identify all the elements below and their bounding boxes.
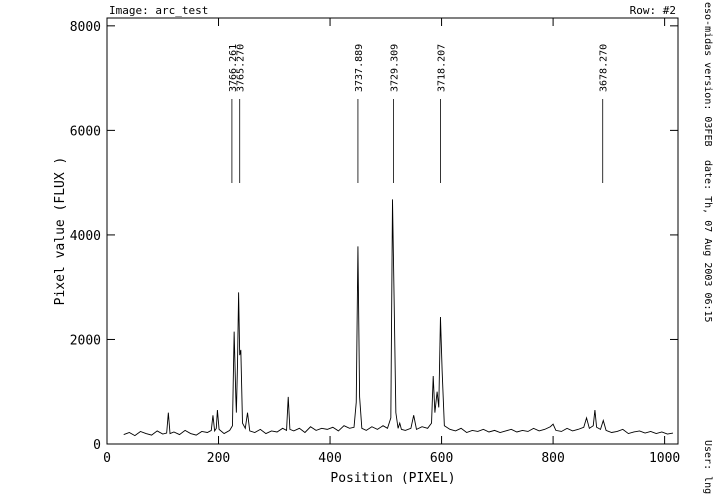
- y-tick-label: 4000: [70, 229, 101, 244]
- y-tick-label: 0: [93, 438, 101, 453]
- chart-title: Image: arc_test: [109, 4, 208, 17]
- x-axis-label: Position (PIXEL): [330, 471, 455, 486]
- line-id-label: 3718.207: [436, 44, 447, 92]
- y-tick-label: 6000: [70, 124, 101, 139]
- side-note: eso-midas version: 03FEB: [702, 2, 713, 147]
- x-tick-label: 800: [541, 451, 564, 466]
- line-id-label: 3766.261: [228, 44, 239, 92]
- line-id-label: 3737.889: [354, 44, 365, 92]
- x-tick-label: 1000: [649, 451, 680, 466]
- line-id-label: 3729.309: [390, 44, 401, 92]
- side-note: date: Th, 07 Aug 2003 06:15: [702, 160, 713, 323]
- chart-subtitle: Row: #2: [630, 4, 676, 17]
- y-tick-label: 2000: [70, 333, 101, 348]
- y-tick-label: 8000: [70, 20, 101, 35]
- spectrum-line: [123, 199, 674, 437]
- side-note: User: lng: [702, 440, 713, 494]
- plot-frame: [106, 17, 679, 445]
- x-tick-label: 400: [318, 451, 341, 466]
- x-tick-label: 600: [430, 451, 453, 466]
- line-id-label: 3765.270: [236, 44, 247, 92]
- line-id-label: 3678.270: [599, 44, 610, 92]
- x-tick-label: 200: [207, 451, 230, 466]
- y-axis-label: Pixel value (FLUX ): [53, 157, 68, 306]
- x-tick-label: 0: [103, 451, 111, 466]
